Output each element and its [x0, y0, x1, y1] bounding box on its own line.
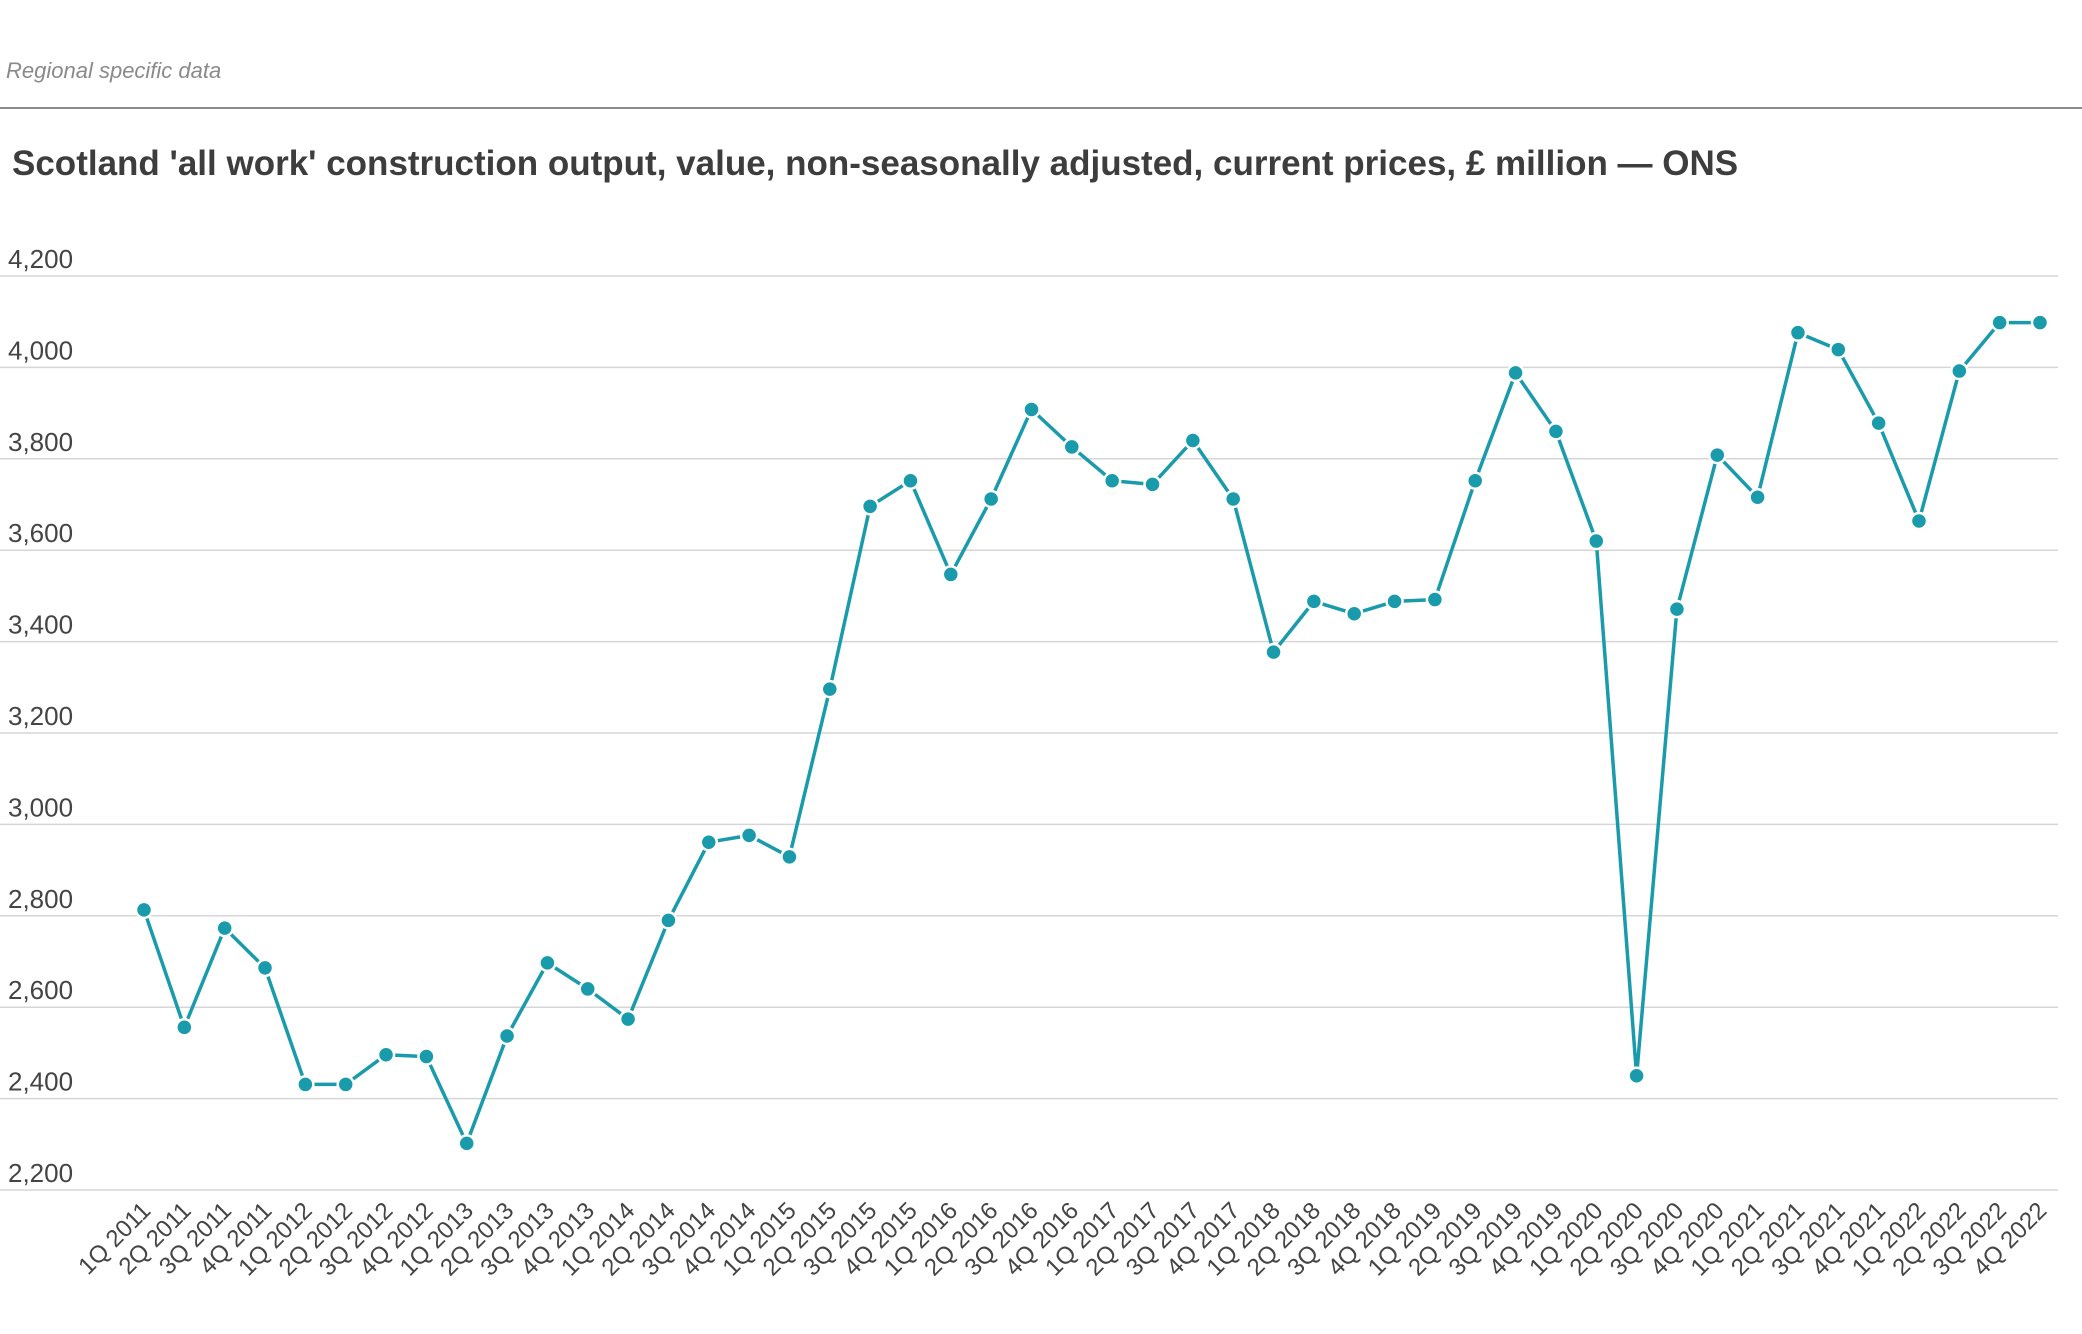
data-point	[1183, 431, 1203, 450]
y-tick-label: 4,000	[8, 335, 73, 365]
gridlines	[0, 275, 2058, 1191]
data-point	[1950, 361, 1969, 381]
data-point	[860, 497, 880, 516]
data-point	[739, 826, 759, 845]
data-point	[941, 565, 961, 584]
data-point	[1990, 313, 2009, 332]
data-point	[1425, 590, 1445, 609]
data-point	[296, 1075, 315, 1094]
data-point	[134, 900, 154, 920]
data-point	[1304, 592, 1324, 611]
y-tick-label: 3,400	[8, 610, 73, 640]
data-point	[901, 471, 920, 490]
data-point	[1264, 642, 1283, 662]
data-point	[2030, 313, 2050, 332]
data-point	[1062, 437, 1082, 457]
y-tick-label: 3,800	[8, 427, 73, 457]
data-point	[1829, 340, 1848, 359]
data-point	[699, 832, 719, 852]
y-tick-label: 2,600	[8, 975, 73, 1005]
data-point	[1143, 475, 1162, 494]
data-point	[336, 1075, 355, 1094]
data-point	[1102, 471, 1122, 490]
data-point	[1223, 489, 1243, 509]
data-point	[1385, 592, 1404, 611]
y-tick-label: 3,200	[8, 701, 73, 731]
chart-title: Scotland 'all work' construction output,…	[12, 144, 1739, 183]
y-tick-label: 2,400	[8, 1067, 73, 1097]
data-point	[376, 1045, 396, 1064]
data-point	[1506, 363, 1525, 383]
data-point	[780, 847, 799, 867]
header-divider	[0, 107, 2082, 109]
section-label: Regional specific data	[6, 58, 222, 83]
data-point	[1909, 511, 1929, 531]
y-tick-label: 3,000	[8, 792, 73, 822]
data-point	[1748, 487, 1767, 507]
data-point	[1869, 413, 1888, 433]
y-tick-label: 4,200	[8, 244, 73, 274]
data-point	[578, 979, 597, 999]
data-point	[659, 911, 678, 930]
data-point	[175, 1018, 194, 1037]
data-point	[1546, 422, 1566, 441]
data-point	[1667, 599, 1687, 619]
series-line	[142, 320, 2040, 1146]
data-point	[1344, 604, 1364, 623]
data-point	[1708, 445, 1727, 465]
data-point	[255, 958, 275, 978]
y-axis-ticks: 2,200 2,400 2,600 2,800 3,000 3,200 3,400 3,600…	[8, 244, 73, 1188]
data-point	[981, 489, 1001, 509]
data-point	[417, 1047, 436, 1066]
y-tick-label: 3,600	[8, 518, 73, 548]
data-point	[1465, 471, 1485, 490]
data-point	[1788, 323, 1808, 342]
data-point	[820, 679, 840, 699]
data-point	[1627, 1066, 1646, 1085]
data-point	[215, 918, 234, 938]
y-tick-label: 2,800	[8, 884, 73, 914]
data-point	[538, 953, 557, 973]
data-point	[457, 1134, 476, 1153]
data-point	[1587, 531, 1606, 551]
data-point	[497, 1026, 517, 1046]
y-tick-label: 2,200	[8, 1158, 73, 1188]
data-point	[618, 1009, 638, 1029]
data-point	[1022, 400, 1041, 419]
data-points	[134, 313, 2050, 1153]
